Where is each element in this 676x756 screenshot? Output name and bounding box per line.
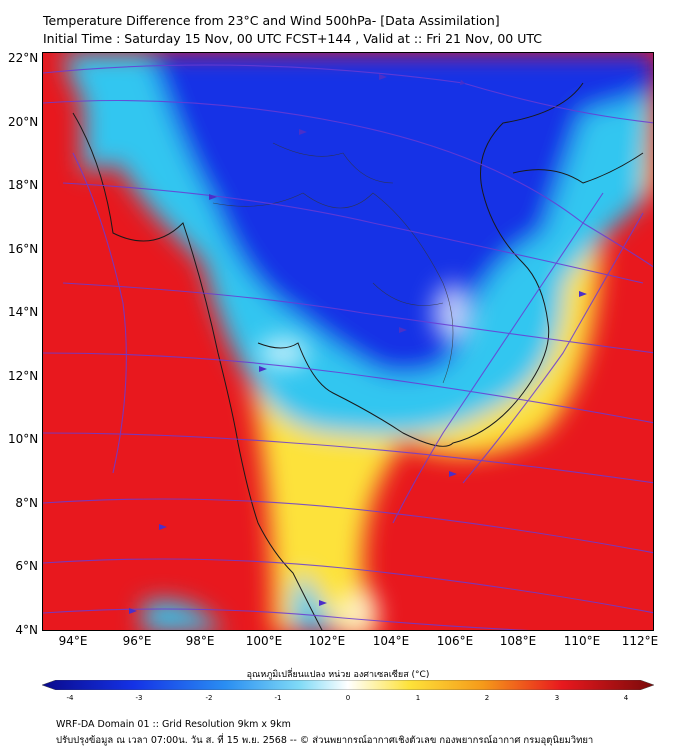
lon-label: 112°E bbox=[621, 634, 659, 648]
colorbar-tick: -4 bbox=[66, 694, 74, 702]
colorbar-tick: 3 bbox=[554, 694, 560, 702]
lat-label: 8°N bbox=[15, 496, 38, 510]
lat-label: 10°N bbox=[8, 432, 39, 446]
lon-label: 98°E bbox=[185, 634, 215, 648]
model-info: WRF-DA Domain 01 :: Grid Resolution 9km … bbox=[56, 719, 291, 730]
wind-arrowheads bbox=[129, 74, 587, 614]
lon-label: 110°E bbox=[563, 634, 601, 648]
colorbar-tick: -2 bbox=[205, 694, 213, 702]
colorbar-tick: -1 bbox=[274, 694, 282, 702]
lat-label: 6°N bbox=[15, 559, 38, 573]
colorbar-tick: 4 bbox=[623, 694, 629, 702]
colorbar-tick: 1 bbox=[415, 694, 421, 702]
colorbar-tick: -3 bbox=[135, 694, 143, 702]
chart-title: Temperature Difference from 23°C and Win… bbox=[43, 12, 542, 48]
lon-label: 102°E bbox=[308, 634, 346, 648]
cool-patch-southwest bbox=[143, 600, 222, 630]
credit-line: ปรับปรุงข้อมูล ณ เวลา 07:00น. วัน ส. ที่… bbox=[56, 735, 594, 746]
lon-label: 96°E bbox=[122, 634, 152, 648]
border-layer bbox=[212, 142, 454, 384]
cold-anomaly-core bbox=[143, 53, 653, 375]
colorbar-title: อุณหภูมิเปลี่ยนแปลง หน่วย องศาเซลเซียส (… bbox=[246, 670, 430, 680]
lon-label: 104°E bbox=[372, 634, 410, 648]
colorbar bbox=[42, 680, 654, 690]
colorbar-tick: 0 bbox=[345, 694, 351, 702]
map-panel bbox=[42, 52, 654, 631]
lat-label: 22°N bbox=[8, 51, 39, 65]
lon-label: 94°E bbox=[58, 634, 88, 648]
lat-label: 16°N bbox=[8, 242, 39, 256]
lat-label: 14°N bbox=[8, 305, 39, 319]
coastline-layer bbox=[72, 82, 644, 630]
temperature-field-map bbox=[43, 53, 653, 630]
lon-label: 108°E bbox=[499, 634, 537, 648]
lat-label: 20°N bbox=[8, 115, 39, 129]
lat-label: 4°N bbox=[15, 623, 38, 637]
cool-patch-south bbox=[291, 573, 342, 630]
lat-label: 18°N bbox=[8, 178, 39, 192]
colorbar-tick: 2 bbox=[484, 694, 490, 702]
lon-label: 100°E bbox=[245, 634, 283, 648]
title-line-2: Initial Time : Saturday 15 Nov, 00 UTC F… bbox=[43, 31, 542, 46]
title-line-1: Temperature Difference from 23°C and Win… bbox=[43, 13, 500, 28]
cool-patch-northwest bbox=[83, 83, 123, 173]
lat-label: 12°N bbox=[8, 369, 39, 383]
lon-label: 106°E bbox=[436, 634, 474, 648]
